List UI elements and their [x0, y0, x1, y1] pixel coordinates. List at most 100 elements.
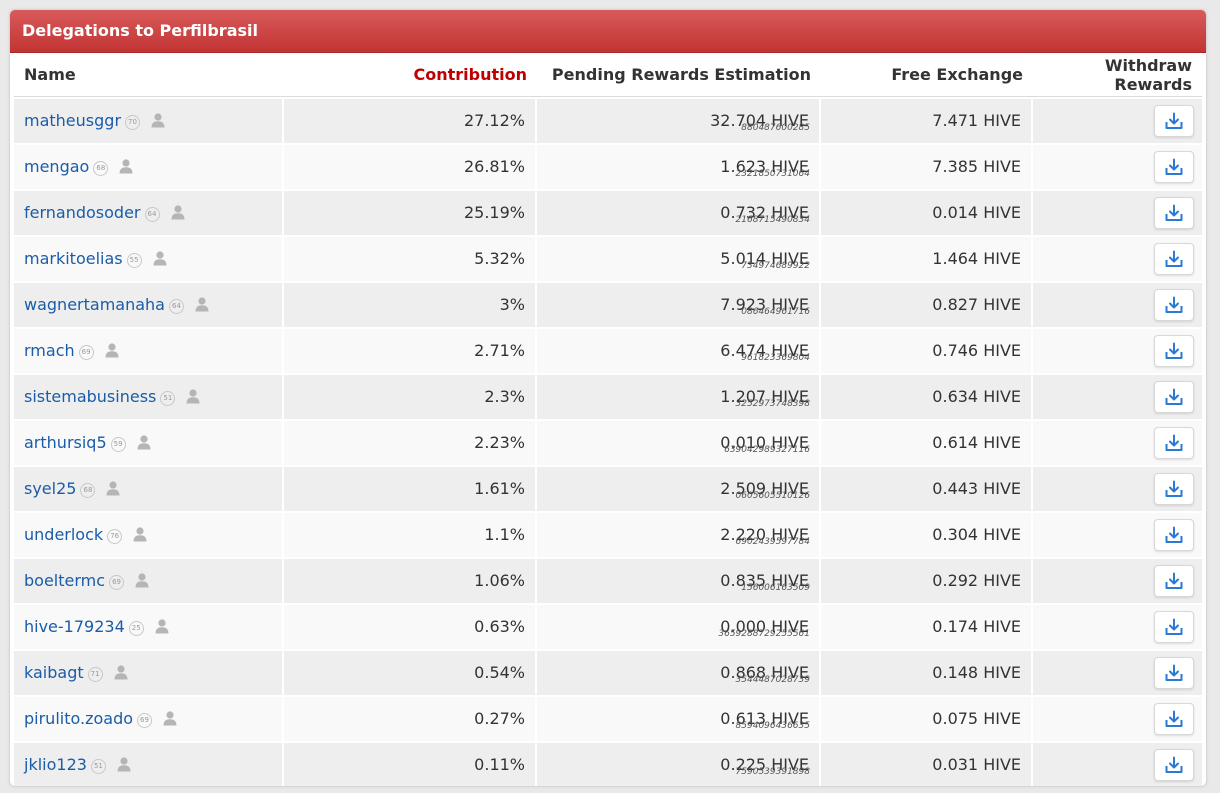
username-link[interactable]: hive-179234: [24, 617, 125, 636]
reputation-badge: 51: [160, 391, 176, 406]
withdraw-rewards-button[interactable]: [1154, 565, 1194, 597]
username-link[interactable]: boeltermc: [24, 571, 106, 590]
username-link[interactable]: matheusggr: [24, 111, 122, 130]
name-cell: arthursiq5 59: [14, 421, 284, 465]
free-exchange-cell: 0.292 HIVE: [821, 559, 1033, 603]
download-icon: [1165, 480, 1183, 497]
pending-rewards-value: 1.207 HIVE: [720, 387, 809, 406]
username-link[interactable]: kaibagt: [24, 663, 84, 682]
pending-rewards-cell: 1.623 HIVE 2321850731064: [537, 145, 821, 189]
user-profile-icon[interactable]: [194, 285, 210, 329]
withdraw-rewards-button[interactable]: [1154, 427, 1194, 459]
pending-rewards-value: 5.014 HIVE: [720, 249, 809, 268]
username-link[interactable]: wagnertamanaha: [24, 295, 165, 314]
reputation-badge: 68: [93, 161, 109, 176]
username-link[interactable]: markitoelias: [24, 249, 123, 268]
pending-rewards-precision: 7590539391898: [735, 767, 810, 777]
user-profile-icon[interactable]: [162, 699, 178, 743]
pending-rewards-value: 2.220 HIVE: [720, 525, 809, 544]
withdraw-rewards-button[interactable]: [1154, 749, 1194, 781]
free-exchange-cell: 0.014 HIVE: [821, 191, 1033, 235]
user-profile-icon[interactable]: [118, 147, 134, 191]
pending-rewards-precision: 961823369804: [741, 353, 810, 363]
user-profile-icon[interactable]: [132, 515, 148, 559]
user-profile-icon[interactable]: [116, 745, 132, 786]
download-icon: [1165, 710, 1183, 727]
delegations-table: Name Contribution Pending Rewards Estima…: [14, 53, 1202, 786]
withdraw-rewards-button[interactable]: [1154, 381, 1194, 413]
user-profile-icon[interactable]: [170, 193, 186, 237]
user-profile-icon[interactable]: [113, 653, 129, 697]
contribution-cell: 1.61%: [284, 467, 537, 511]
user-profile-icon[interactable]: [104, 331, 120, 375]
table-row: syel25 68 1.61% 2.509 HIVE 0605605510126 …: [14, 467, 1202, 511]
withdraw-rewards-button[interactable]: [1154, 105, 1194, 137]
column-header-withdraw-rewards[interactable]: Withdraw Rewards: [1104, 55, 1192, 94]
user-profile-icon[interactable]: [136, 423, 152, 467]
pending-rewards-cell: 2.509 HIVE 0605605510126: [537, 467, 821, 511]
pending-rewards-cell: 0.225 HIVE 7590539391898: [537, 743, 821, 786]
user-profile-icon[interactable]: [154, 607, 170, 651]
name-cell: kaibagt 71: [14, 651, 284, 695]
username-link[interactable]: jklio123: [24, 755, 87, 774]
free-exchange-cell: 0.174 HIVE: [821, 605, 1033, 649]
table-row: pirulito.zoado 69 0.27% 0.613 HIVE 859409…: [14, 697, 1202, 741]
contribution-cell: 0.11%: [284, 743, 537, 786]
username-link[interactable]: fernandosoder: [24, 203, 141, 222]
withdraw-rewards-button[interactable]: [1154, 473, 1194, 505]
username-link[interactable]: sistemabusiness: [24, 387, 157, 406]
username-link[interactable]: mengao: [24, 157, 90, 176]
reputation-badge: 68: [80, 483, 96, 498]
withdraw-rewards-button[interactable]: [1154, 335, 1194, 367]
contribution-cell: 27.12%: [284, 99, 537, 143]
username-link[interactable]: syel25: [24, 479, 77, 498]
column-header-contribution[interactable]: Contribution: [413, 65, 527, 84]
pending-rewards-precision: 734974689922: [741, 261, 810, 271]
column-header-free-exchange[interactable]: Free Exchange: [891, 65, 1023, 84]
withdraw-rewards-button[interactable]: [1154, 611, 1194, 643]
download-icon: [1165, 342, 1183, 359]
withdraw-rewards-button[interactable]: [1154, 151, 1194, 183]
table-header: Name Contribution Pending Rewards Estima…: [14, 53, 1202, 97]
withdraw-rewards-button[interactable]: [1154, 243, 1194, 275]
username-link[interactable]: underlock: [24, 525, 104, 544]
pending-rewards-cell: 32.704 HIVE 880487600285: [537, 99, 821, 143]
withdraw-rewards-button[interactable]: [1154, 703, 1194, 735]
free-exchange-cell: 0.031 HIVE: [821, 743, 1033, 786]
pending-rewards-precision: 0605605510126: [735, 491, 810, 501]
reputation-badge: 69: [109, 575, 125, 590]
username-link[interactable]: pirulito.zoado: [24, 709, 134, 728]
username-link[interactable]: arthursiq5: [24, 433, 107, 452]
table-row: arthursiq5 59 2.23% 0.010 HIVE 6390429893…: [14, 421, 1202, 465]
column-header-pending-rewards[interactable]: Pending Rewards Estimation: [551, 65, 811, 84]
user-profile-icon[interactable]: [134, 561, 150, 605]
withdraw-rewards-button[interactable]: [1154, 519, 1194, 551]
reputation-badge: 70: [125, 115, 141, 130]
user-profile-icon[interactable]: [105, 469, 121, 513]
pending-rewards-precision: 2321850731064: [735, 169, 810, 179]
reputation-badge: 71: [87, 667, 103, 682]
pending-rewards-cell: 6.474 HIVE 961823369804: [537, 329, 821, 373]
pending-rewards-precision: 156006163509: [741, 583, 810, 593]
pending-rewards-precision: 880487600285: [741, 123, 810, 133]
pending-rewards-precision: 086464961716: [741, 307, 810, 317]
withdraw-rewards-button[interactable]: [1154, 657, 1194, 689]
user-profile-icon[interactable]: [185, 377, 201, 421]
contribution-cell: 0.54%: [284, 651, 537, 695]
withdraw-cell: [1033, 99, 1202, 143]
user-profile-icon[interactable]: [150, 101, 166, 145]
withdraw-rewards-button[interactable]: [1154, 197, 1194, 229]
reputation-badge: 76: [107, 529, 123, 544]
download-icon: [1165, 756, 1183, 773]
name-cell: fernandosoder 64: [14, 191, 284, 235]
table-body: matheusggr 70 27.12% 32.704 HIVE 88048760…: [14, 99, 1202, 786]
free-exchange-cell: 0.443 HIVE: [821, 467, 1033, 511]
username-link[interactable]: rmach: [24, 341, 75, 360]
table-row: markitoelias 55 5.32% 5.014 HIVE 73497468…: [14, 237, 1202, 281]
pending-rewards-value: 0.835 HIVE: [720, 571, 809, 590]
pending-rewards-precision: 3544487028739: [735, 675, 810, 685]
user-profile-icon[interactable]: [152, 239, 168, 283]
withdraw-rewards-button[interactable]: [1154, 289, 1194, 321]
contribution-cell: 25.19%: [284, 191, 537, 235]
column-header-name[interactable]: Name: [24, 65, 76, 84]
